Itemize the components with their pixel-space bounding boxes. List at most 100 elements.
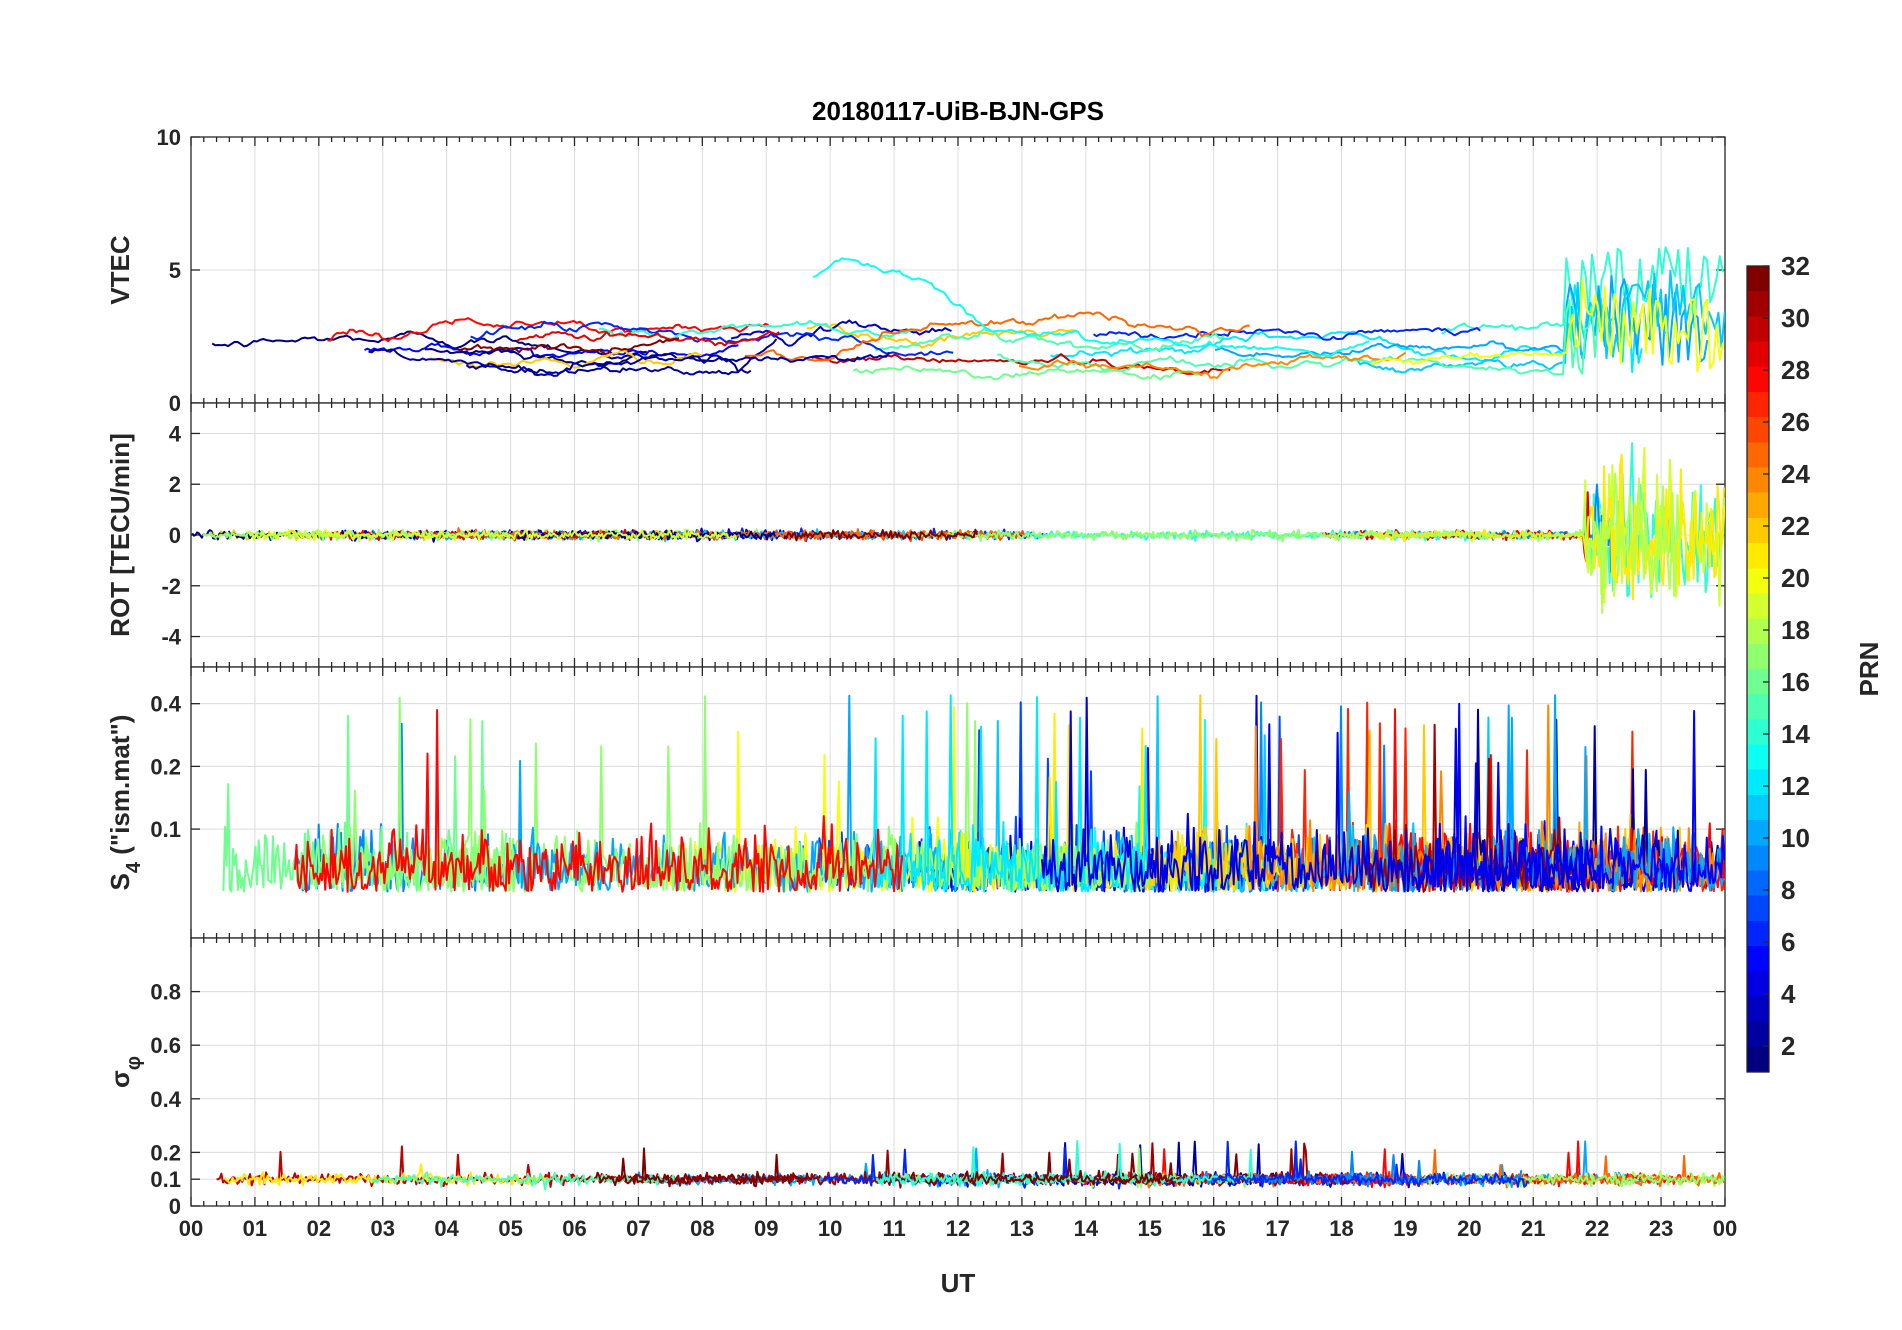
prn-series-line	[598, 319, 923, 341]
prn-series-line	[1214, 275, 1709, 366]
prn-series-line	[906, 528, 1495, 543]
prn-series-line	[874, 327, 1225, 352]
colorbar-tick-label: 4	[1781, 979, 1796, 1009]
x-tick-label: 08	[690, 1216, 714, 1241]
y-tick-label: 0.4	[150, 1087, 181, 1112]
prn-series-line	[1371, 278, 1724, 373]
y-tick-label: -4	[161, 625, 181, 650]
x-tick-label: 05	[498, 1216, 522, 1241]
y-axis-label-main: S	[105, 873, 135, 890]
y-axis-label-s4: S4 ("ism.mat")	[105, 715, 145, 891]
series-group-s4	[222, 694, 1725, 893]
x-tick-label: 14	[1074, 1216, 1099, 1241]
prn-series-line	[516, 330, 780, 347]
prn-series-line	[1018, 351, 1407, 380]
prn-series-line	[595, 1147, 812, 1188]
x-tick-label: 09	[754, 1216, 778, 1241]
series-group-vtec	[211, 246, 1725, 381]
colorbar-tick-label: 14	[1781, 719, 1810, 749]
prn-series-line	[782, 528, 978, 542]
prn-series-line	[223, 1163, 550, 1187]
y-axis-label-rot: ROT [TECU/min]	[105, 433, 135, 637]
x-tick-label: 04	[434, 1216, 459, 1241]
x-tick-label: 00	[179, 1216, 203, 1241]
series-group-rot	[191, 442, 1725, 614]
prn-series-line	[730, 319, 952, 347]
colorbar-tick-label: 28	[1781, 355, 1810, 385]
x-tick-label: 19	[1393, 1216, 1417, 1241]
prn-series-line	[247, 528, 738, 543]
prn-series-line	[465, 338, 778, 376]
prn-series-line	[1328, 472, 1680, 614]
x-tick-label: 10	[818, 1216, 842, 1241]
y-tick-label: 0.2	[150, 1140, 181, 1165]
prn-series-line	[1405, 1172, 1725, 1188]
prn-series-line	[371, 1171, 676, 1191]
prn-series-line	[961, 1158, 1174, 1186]
y-axis-label-vtec: VTEC	[105, 235, 135, 305]
x-tick-label: 00	[1713, 1216, 1737, 1241]
colorbar-tick-label: 18	[1781, 615, 1810, 645]
y-tick-label: 0.2	[150, 754, 181, 779]
x-tick-labels: 00 01 02 03 04 05 06 07 08 09 10 11 12 13 14 15 16 17 18 19…	[179, 1216, 1737, 1241]
y-axis-label-main: σ	[105, 1070, 135, 1088]
y-axis-label-sub: 4	[123, 861, 145, 873]
prn-series-line	[1211, 1140, 1529, 1188]
prn-series-line	[1373, 453, 1725, 601]
x-tick-label: 23	[1649, 1216, 1673, 1241]
y-tick-label: 0.6	[150, 1033, 181, 1058]
panel-s4: 0.10.20.4S4 ("ism.mat")	[105, 666, 1726, 939]
x-tick-label: 17	[1265, 1216, 1289, 1241]
x-tick-label: 16	[1201, 1216, 1225, 1241]
prn-series-line	[1041, 696, 1602, 893]
y-tick-label: -2	[161, 574, 181, 599]
x-tick-label: 20	[1457, 1216, 1481, 1241]
colorbar-tick-label: 26	[1781, 407, 1810, 437]
y-tick-label: 10	[157, 125, 181, 150]
prn-series-line	[368, 348, 891, 377]
y-tick-label: 0	[169, 391, 181, 416]
prn-series-line	[806, 323, 1079, 349]
y-axis-label-sub: φ	[123, 1056, 145, 1070]
panel-sigma_phi: 00.10.2 0.4 0.6 0.8 σφ	[105, 937, 1726, 1219]
figure-title: 20180117-UiB-BJN-GPS	[812, 96, 1104, 126]
panel-rot: -4 -2 0 2 4 ROT [TECU/min]	[105, 402, 1726, 668]
prn-series-line	[1092, 327, 1481, 341]
colorbar-label: PRN	[1854, 642, 1884, 697]
prn-series-line	[211, 330, 647, 360]
prn-series-line	[852, 365, 1202, 381]
colorbar-tick-label: 2	[1781, 1031, 1795, 1061]
y-tick-label: 0.8	[150, 980, 181, 1005]
y-tick-label: 0.4	[150, 692, 181, 717]
colorbar-tick-label: 32	[1781, 251, 1810, 281]
prn-series-line	[744, 311, 1250, 362]
colorbar-gradient	[1746, 265, 1770, 1073]
colorbar-tick-label: 8	[1781, 875, 1795, 905]
x-axis-label: UT	[941, 1268, 976, 1298]
x-tick-label: 02	[307, 1216, 331, 1241]
colorbar-tick-label: 10	[1781, 823, 1810, 853]
prn-series-line	[458, 337, 680, 355]
colorbar-tick-label: 20	[1781, 563, 1810, 593]
prn-series-line	[1441, 246, 1724, 335]
x-tick-label: 12	[946, 1216, 970, 1241]
x-tick-label: 07	[626, 1216, 650, 1241]
colorbar-tick-label: 16	[1781, 667, 1810, 697]
x-tick-label: 03	[371, 1216, 395, 1241]
x-tick-label: 13	[1010, 1216, 1034, 1241]
prn-series-line	[516, 529, 777, 542]
x-tick-label: 11	[882, 1216, 905, 1241]
y-tick-label: 4	[169, 421, 182, 446]
prn-series-line	[1347, 269, 1725, 374]
y-tick-label: 0	[169, 523, 181, 548]
colorbar-tick-label: 12	[1781, 771, 1810, 801]
series-group-sigma_phi	[216, 1140, 1725, 1191]
prn-series-line	[470, 320, 954, 357]
y-tick-label: 0	[169, 1194, 181, 1219]
prn-series-line	[429, 349, 702, 369]
colorbar-tick-label: 24	[1781, 459, 1810, 489]
x-tick-label: 06	[562, 1216, 586, 1241]
